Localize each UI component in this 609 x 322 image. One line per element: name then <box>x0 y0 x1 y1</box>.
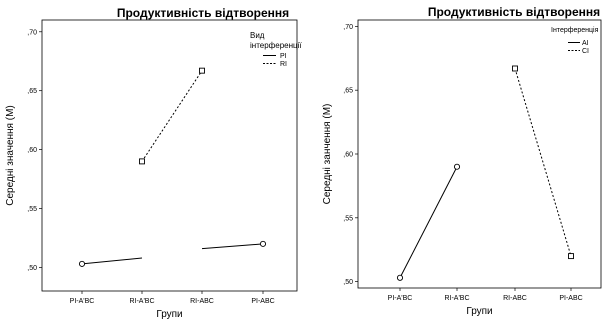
data-point-ai <box>396 274 404 281</box>
legend-title: інтерференції <box>250 41 302 50</box>
chart-1: Продуктивність відтворення ,50 ,55 ,60 ,65 ,7… <box>5 6 302 320</box>
data-point-pi <box>259 240 267 247</box>
y-tick-label: ,70 <box>343 24 353 31</box>
data-point-ri <box>199 67 205 74</box>
x-tick-label: PI-A'BC <box>388 295 413 302</box>
chart-title: Продуктивність відтворення <box>117 6 289 20</box>
legend-entry-ci: CI <box>582 48 589 55</box>
y-tick-label: ,60 <box>27 147 37 154</box>
x-tick-label: RI-ABC <box>503 295 527 302</box>
y-tick-label: ,55 <box>343 215 353 222</box>
x-tick-label: RI-ABC <box>190 298 214 305</box>
x-tick-label: RI-A'BC <box>129 298 154 305</box>
x-tick-label: RI-A'BC <box>444 295 469 302</box>
plot-frame <box>41 19 298 292</box>
data-point-ri <box>139 158 145 165</box>
plot-frame <box>357 19 602 289</box>
chart-title: Продуктивність відтворення <box>428 5 600 19</box>
legend-entry-ai: AI <box>582 40 589 47</box>
series-line-ri <box>141 70 203 162</box>
data-point-pi <box>78 260 86 267</box>
data-point-ci <box>568 253 574 260</box>
data-point-ai <box>453 163 461 170</box>
y-tick-label: ,55 <box>27 206 37 213</box>
x-axis-label: Групи <box>156 309 182 320</box>
y-axis-label: Середні значення (М) <box>5 105 16 206</box>
y-tick-label: ,50 <box>27 265 37 272</box>
legend-title: Вид <box>250 31 265 40</box>
x-tick-label: PI-A'BC <box>70 298 95 305</box>
y-tick-label: ,50 <box>343 279 353 286</box>
x-tick-label: PI-ABC <box>559 295 582 302</box>
series-line-ai <box>399 166 458 279</box>
y-tick-label: ,70 <box>27 29 37 36</box>
series-line-ci <box>514 68 572 257</box>
legend-entry-ri: RI <box>280 61 287 68</box>
y-axis-label: Середні занчення (М) <box>322 104 333 205</box>
series-line-pi <box>81 257 143 265</box>
y-tick-label: ,65 <box>343 88 353 95</box>
x-tick-label: PI-ABC <box>251 298 274 305</box>
y-tick-label: ,60 <box>343 152 353 159</box>
legend-title: Інтерференція <box>551 26 599 34</box>
x-axis-label: Групи <box>466 306 492 317</box>
data-point-ci <box>512 65 518 72</box>
chart-2: Продуктивність відтворення ,50 ,55 ,60 ,65 ,7… <box>322 5 602 317</box>
y-tick-label: ,65 <box>27 88 37 95</box>
series-line-pi <box>201 243 264 250</box>
legend-entry-pi: PI <box>280 53 287 60</box>
